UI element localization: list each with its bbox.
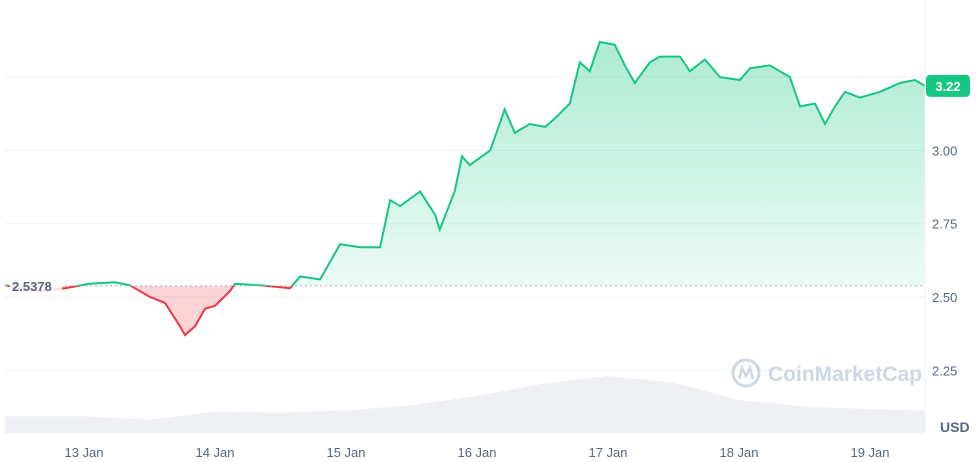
watermark: CoinMarketCap: [731, 358, 922, 388]
coinmarketcap-logo-icon: [731, 358, 761, 388]
volume-area: [4, 376, 926, 433]
x-tick-label: 19 Jan: [850, 445, 889, 460]
y-axis: 2.25 2.50 2.75 3.00: [932, 143, 957, 378]
current-price-label: 3.22: [935, 79, 960, 94]
price-area-up: [4, 41, 925, 286]
watermark-text: CoinMarketCap: [768, 363, 922, 386]
baseline-label: 2.5378: [12, 279, 52, 294]
x-axis: 13 Jan 14 Jan 15 Jan 16 Jan 17 Jan 18 Jan 19 J…: [64, 445, 889, 460]
x-tick-label: 15 Jan: [326, 445, 365, 460]
x-tick-label: 18 Jan: [719, 445, 758, 460]
volume-bars: [4, 376, 926, 433]
y-tick-label: 2.50: [932, 290, 957, 305]
x-tick-label: 17 Jan: [588, 445, 627, 460]
price-line-down: [4, 285, 294, 337]
x-tick-label: 13 Jan: [64, 445, 103, 460]
currency-unit: USD: [940, 419, 970, 435]
y-tick-label: 2.75: [932, 217, 957, 232]
price-line-up: [4, 40, 925, 286]
y-tick-label: 3.00: [932, 143, 957, 158]
x-tick-label: 16 Jan: [457, 445, 496, 460]
current-price-tag: [926, 74, 970, 97]
price-area-down: [8, 285, 293, 336]
y-tick-label: 2.25: [932, 363, 957, 378]
x-tick-label: 14 Jan: [195, 445, 234, 460]
